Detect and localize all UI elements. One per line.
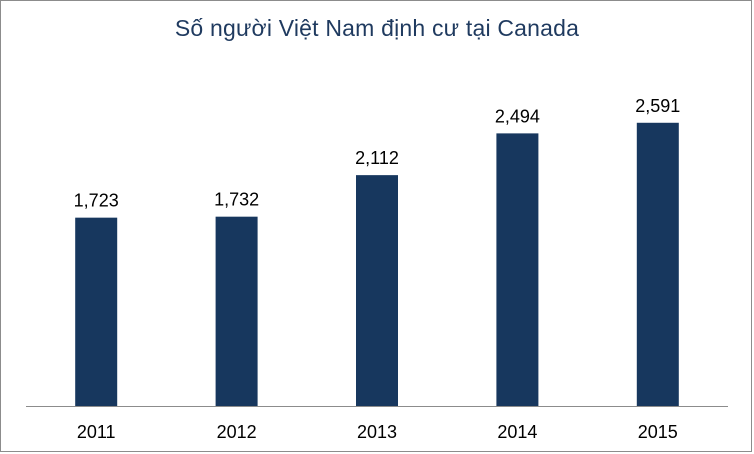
x-tick-label-2011: 2011 — [77, 422, 116, 442]
x-tick-label-2012: 2012 — [217, 422, 257, 442]
chart-title: Số người Việt Nam định cư tại Canada — [174, 15, 580, 41]
bar-2015 — [636, 122, 679, 407]
data-label-2015: 2,591 — [635, 96, 680, 116]
bar-2014 — [496, 133, 539, 406]
bar-2011 — [75, 217, 118, 406]
bar-2013 — [356, 175, 398, 406]
x-tick-label-2014: 2014 — [497, 422, 537, 442]
x-tick-label-2013: 2013 — [357, 422, 397, 442]
bar-2012 — [215, 216, 258, 406]
data-label-2012: 1,732 — [214, 190, 259, 210]
data-label-2014: 2,494 — [495, 106, 540, 126]
x-tick-label-2015: 2015 — [638, 422, 678, 442]
data-label-2011: 1,723 — [74, 191, 119, 211]
data-label-2013: 2,112 — [355, 148, 399, 168]
